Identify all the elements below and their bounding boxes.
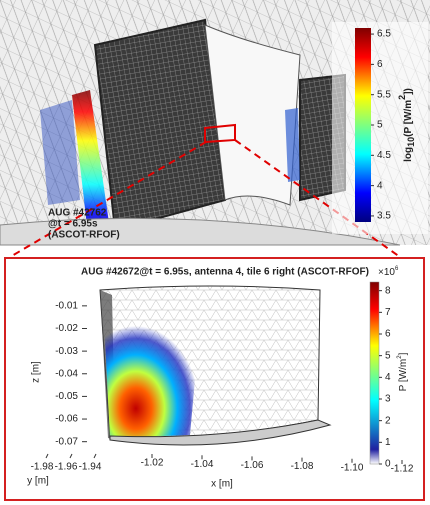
z-tick-label: -0.05: [55, 391, 78, 402]
y-axis-label: y [m]: [27, 476, 49, 487]
x-tick-label: -1.02: [141, 458, 164, 469]
colorbar-tick-label: 8: [385, 285, 391, 296]
colorbar-tick-label: 5: [377, 120, 383, 131]
z-tick-label: -0.02: [55, 323, 78, 334]
annotation-line: AUG #42762: [48, 208, 107, 219]
annotation: AUG #42762@t = 6.95s(ASCOT-RFOF): [48, 208, 120, 241]
annotation-line: (ASCOT-RFOF): [48, 230, 120, 241]
colorbar-tick-label: 6: [385, 329, 391, 340]
inset-title: AUG #42672@t = 6.95s, antenna 4, tile 6 …: [81, 267, 369, 278]
z-tick-label: -0.01: [55, 300, 78, 311]
colorbar-tick-label: 0: [385, 459, 391, 470]
y-tick-label: -1.96: [55, 462, 78, 473]
colorbar-multiplier: ×106: [378, 266, 399, 278]
y-tick: [69, 453, 73, 459]
colorbar-tick-label: 6.5: [377, 29, 391, 40]
y-tick-label: -1.98: [31, 462, 54, 473]
colorbar-tick-label: 4: [377, 180, 383, 191]
colorbar-tick-label: 3.5: [377, 211, 391, 222]
colorbar-tick-label: 3: [385, 394, 391, 405]
y-tick-label: -1.94: [79, 462, 102, 473]
colorbar-tick-label: 7: [385, 307, 391, 318]
colorbar-tick-label: 5: [385, 350, 391, 361]
z-tick-label: -0.03: [55, 346, 78, 357]
x-tick-label: -1.04: [191, 459, 214, 470]
annotation-line: @t = 6.95s: [48, 219, 98, 230]
colorbar-label: P [W/m2]: [397, 352, 409, 391]
colorbar-tick-label: 1: [385, 437, 391, 448]
z-axis-label: z [m]: [31, 361, 42, 383]
z-tick-label: -0.07: [55, 436, 78, 447]
colorbar-tick-label: 4.5: [377, 150, 391, 161]
y-tick: [93, 453, 97, 459]
colorbar: [355, 28, 371, 222]
colorbar-tick-label: 4: [385, 372, 391, 383]
inset-render: [99, 285, 332, 446]
x-tick-label: -1.08: [291, 461, 314, 472]
colorbar-tick-label: 6: [377, 59, 383, 70]
z-tick-label: -0.06: [55, 414, 78, 425]
y-tick: [45, 453, 49, 459]
x-axis-label: x [m]: [211, 479, 233, 490]
z-tick-label: -0.04: [55, 368, 78, 379]
x-tick-label: -1.06: [241, 460, 264, 471]
colorbar-tick-label: 2: [385, 415, 391, 426]
colorbar-tick-label: 5.5: [377, 89, 391, 100]
colorbar: [369, 281, 380, 465]
x-tick-label: -1.12: [391, 464, 414, 475]
colorbar-label: log10(P [W/m2]): [397, 88, 416, 162]
x-tick-label: -1.10: [341, 462, 364, 473]
